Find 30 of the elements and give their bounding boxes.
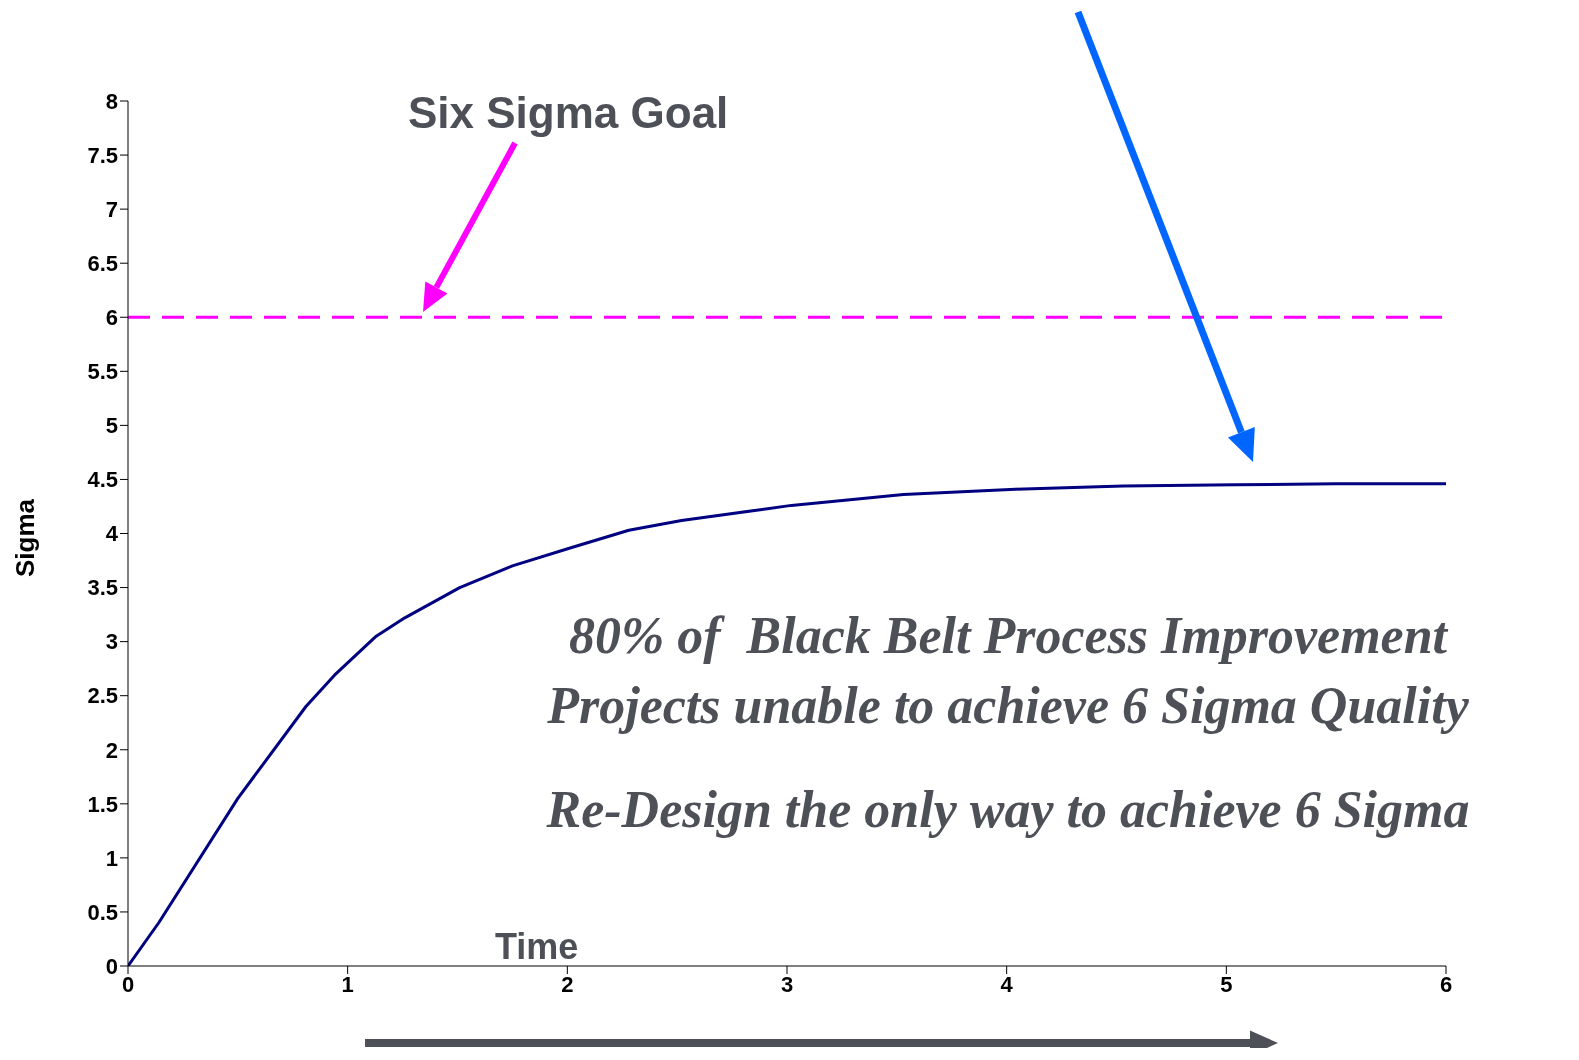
y-tick-label: 3 — [105, 629, 118, 655]
annotation: Re-Design the only way to achieve 6 Sigma — [545, 780, 1471, 839]
y-tick-label: 2.5 — [87, 683, 118, 709]
x-tick-label: 2 — [561, 971, 574, 997]
x-tick-label: 3 — [780, 971, 794, 997]
annotation: Six Sigma Goal — [408, 88, 730, 138]
y-tick-label: 1.5 — [87, 791, 118, 817]
y-tick-label: 5 — [105, 413, 118, 439]
y-tick-label: 2 — [105, 737, 118, 763]
y-tick-label: 7.5 — [87, 142, 118, 168]
y-tick-label: 1 — [105, 845, 118, 871]
x-tick-label: 0 — [121, 971, 135, 997]
x-tick-label: 1 — [341, 971, 354, 997]
y-tick-label: 0 — [105, 953, 118, 979]
y-axis-title: Sigma — [9, 498, 41, 578]
y-tick-label: 8 — [105, 88, 118, 114]
y-tick-label: 5.5 — [87, 359, 118, 385]
x-tick-label: 4 — [1000, 971, 1014, 997]
y-tick-label: 4.5 — [87, 467, 118, 493]
x-axis-title: Time — [495, 926, 579, 968]
y-tick-label: 0.5 — [87, 899, 118, 925]
y-tick-label: 6 — [105, 305, 118, 331]
x-tick-label: 6 — [1439, 971, 1453, 997]
y-tick-label: 3.5 — [87, 575, 118, 601]
annotation: 80% of Black Belt Process Improvement — [567, 606, 1450, 665]
y-tick-label: 7 — [105, 196, 118, 222]
x-tick-label: 5 — [1220, 971, 1233, 997]
y-tick-label: 6.5 — [87, 251, 118, 276]
y-tick-label: 4 — [105, 521, 119, 547]
annotation: Projects unable to achieve 6 Sigma Quality — [546, 676, 1470, 735]
